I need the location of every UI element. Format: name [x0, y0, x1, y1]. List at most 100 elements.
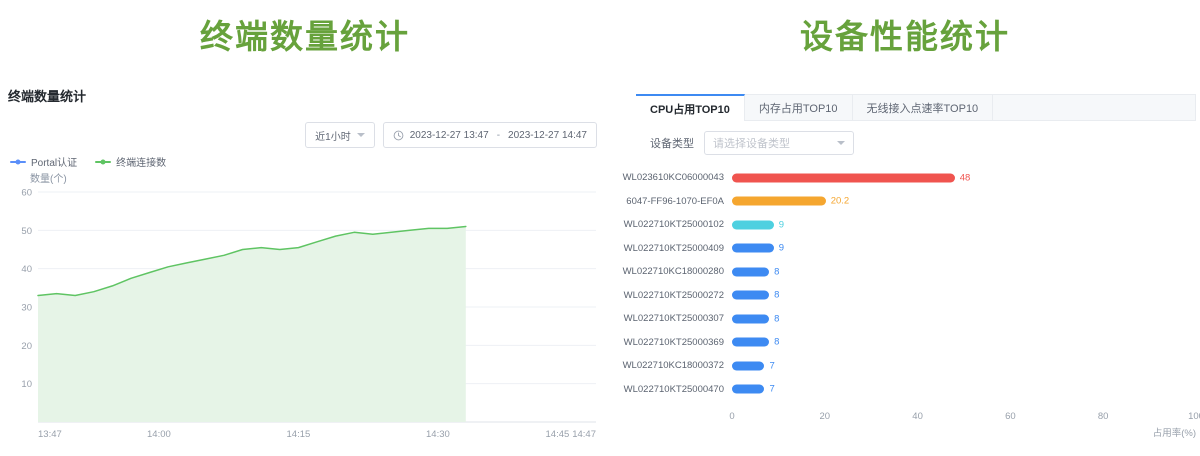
bar-track: 9: [732, 237, 1196, 261]
left-panel-heading: 终端数量统计: [0, 10, 610, 58]
terminal-area-chart[interactable]: 10203040506013:4714:0014:1514:3014:4514:…: [8, 184, 598, 446]
device-type-placeholder: 请选择设备类型: [713, 135, 790, 151]
bar[interactable]: [732, 385, 764, 394]
time-range-value: 近1小时: [315, 128, 351, 143]
time-range-select[interactable]: 近1小时: [305, 122, 375, 148]
date-range-picker[interactable]: 2023-12-27 13:47 - 2023-12-27 14:47: [383, 122, 597, 148]
performance-tabs: CPU占用TOP10内存占用TOP10无线接入点速率TOP10: [636, 94, 1196, 121]
bar-track: 8: [732, 284, 1196, 308]
bar-category-label: WL023610KC06000043: [636, 166, 732, 190]
bar-track: 8: [732, 307, 1196, 331]
x-axis-title: 占用率(%): [1153, 425, 1196, 439]
bar-row: WL022710KC18000372 7: [636, 354, 1196, 378]
device-type-filter: 设备类型 请选择设备类型: [650, 131, 854, 155]
bar-value-label: 8: [774, 290, 779, 301]
clock-icon: [393, 130, 404, 141]
legend-item-0[interactable]: Portal认证: [10, 154, 77, 169]
y-axis-title: 数量(个): [30, 170, 67, 185]
legend-dot-icon: [101, 159, 106, 164]
bar-category-label: 6047-FF96-1070-EF0A: [636, 190, 732, 214]
bar-category-label: WL022710KC18000280: [636, 260, 732, 284]
bar-value-label: 9: [779, 243, 784, 254]
bar-category-label: WL022710KT25000102: [636, 213, 732, 237]
bar[interactable]: [732, 314, 769, 323]
bar-track: 8: [732, 331, 1196, 355]
legend-line-icon: [95, 161, 111, 163]
bar-row: WL022710KT25000272 8: [636, 284, 1196, 308]
bar-track: 7: [732, 354, 1196, 378]
bar-category-label: WL022710KT25000272: [636, 284, 732, 308]
tab-wireless-rate-top10[interactable]: 无线接入点速率TOP10: [853, 95, 994, 120]
bar-row: WL022710KT25000307 8: [636, 307, 1196, 331]
bar[interactable]: [732, 361, 764, 370]
tab-cpu-top10[interactable]: CPU占用TOP10: [636, 94, 745, 121]
bar[interactable]: [732, 267, 769, 276]
x-tick-label: 60: [1005, 411, 1016, 422]
bar-value-label: 7: [769, 384, 774, 395]
y-tick-label: 40: [21, 264, 32, 275]
bar-value-label: 20.2: [831, 196, 850, 207]
bar-row: WL022710KC18000280 8: [636, 260, 1196, 284]
terminal-card-title: 终端数量统计: [8, 86, 86, 105]
bar[interactable]: [732, 244, 774, 253]
legend-dot-icon: [16, 159, 21, 164]
bar-value-label: 8: [774, 313, 779, 324]
legend-line-icon: [10, 161, 26, 163]
bar-row: WL022710KT25000102 9: [636, 213, 1196, 237]
bar[interactable]: [732, 173, 955, 182]
legend-item-1[interactable]: 终端连接数: [95, 154, 166, 169]
tab-memory-top10[interactable]: 内存占用TOP10: [745, 95, 853, 120]
x-tick-label: 20: [820, 411, 831, 422]
bar[interactable]: [732, 197, 826, 206]
svg-text:14:15: 14:15: [287, 429, 311, 440]
bar-row: WL022710KT25000470 7: [636, 378, 1196, 402]
bar-category-label: WL022710KT25000409: [636, 237, 732, 261]
bar-row: WL023610KC0600004348: [636, 166, 1196, 190]
legend-label: 终端连接数: [116, 154, 166, 169]
chevron-down-icon: [357, 133, 365, 141]
x-tick-label: 40: [912, 411, 923, 422]
y-tick-label: 50: [21, 226, 32, 237]
right-panel-heading: 设备性能统计: [610, 10, 1200, 58]
chevron-down-icon: [837, 141, 845, 149]
start-time: 2023-12-27 13:47: [410, 130, 489, 141]
bar-category-label: WL022710KT25000470: [636, 378, 732, 402]
chart-controls: 近1小时 2023-12-27 13:47 - 2023-12-27 14:47: [305, 122, 597, 148]
svg-text:14:30: 14:30: [426, 429, 450, 440]
y-tick-label: 60: [21, 188, 32, 199]
bar-track: 7: [732, 378, 1196, 402]
bar-chart-x-axis: 020406080100占用率(%): [732, 411, 1196, 447]
bar-track: 20.2: [732, 190, 1196, 214]
end-time: 2023-12-27 14:47: [508, 130, 587, 141]
bar-category-label: WL022710KT25000369: [636, 331, 732, 355]
bar-track: 9: [732, 213, 1196, 237]
svg-text:14:47: 14:47: [572, 429, 596, 440]
bar-category-label: WL022710KT25000307: [636, 307, 732, 331]
bar-row: WL022710KT25000369 8: [636, 331, 1196, 355]
y-tick-label: 20: [21, 341, 32, 352]
bar-category-label: WL022710KC18000372: [636, 354, 732, 378]
bar-row: WL022710KT25000409 9: [636, 237, 1196, 261]
bar[interactable]: [732, 338, 769, 347]
date-separator: -: [495, 130, 502, 141]
svg-text:14:45: 14:45: [546, 429, 570, 440]
x-tick-label: 0: [729, 411, 734, 422]
bar-row: 6047-FF96-1070-EF0A 20.2: [636, 190, 1196, 214]
bar-value-label: 8: [774, 337, 779, 348]
bar-value-label: 7: [769, 360, 774, 371]
bar-value-label: 9: [779, 219, 784, 230]
cpu-top10-bar-chart: WL023610KC06000043486047-FF96-1070-EF0A 2…: [636, 166, 1196, 401]
bar[interactable]: [732, 291, 769, 300]
bar[interactable]: [732, 220, 774, 229]
chart-legend: Portal认证 终端连接数: [10, 154, 166, 169]
device-type-label: 设备类型: [650, 135, 694, 151]
bar-track: 8: [732, 260, 1196, 284]
legend-label: Portal认证: [31, 154, 77, 169]
svg-text:13:47: 13:47: [38, 429, 62, 440]
x-tick-label: 100: [1188, 411, 1200, 422]
y-tick-label: 30: [21, 303, 32, 314]
x-tick-label: 80: [1098, 411, 1109, 422]
bar-value-label: 8: [774, 266, 779, 277]
y-tick-label: 10: [21, 379, 32, 390]
device-type-select[interactable]: 请选择设备类型: [704, 131, 854, 155]
